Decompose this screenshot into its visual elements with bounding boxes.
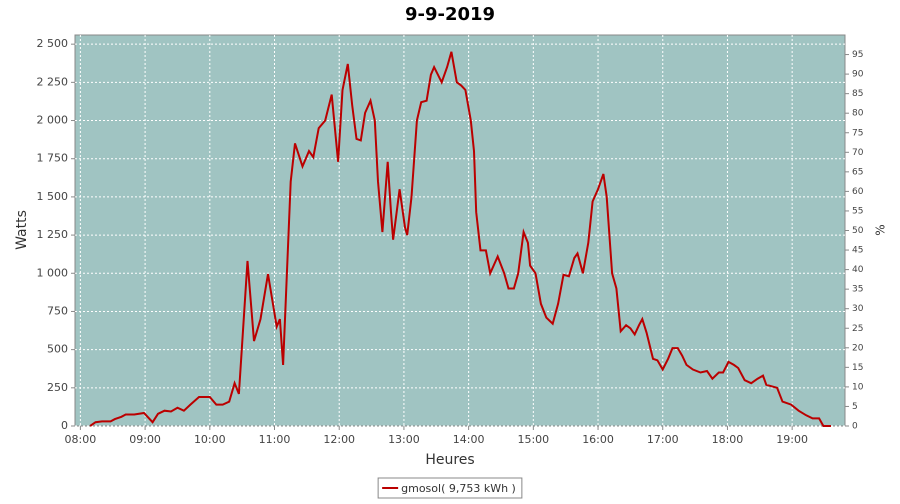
x-tick-label: 13:00 — [388, 433, 420, 446]
y2-tick-label: 85 — [852, 89, 863, 99]
y2-tick-label: 5 — [852, 402, 858, 412]
y-tick-label: 1 000 — [37, 266, 69, 279]
y-tick-label: 1 250 — [37, 228, 69, 241]
y2-tick-label: 60 — [852, 187, 864, 197]
y-axis-label: Watts — [14, 210, 30, 250]
y2-tick-label: 50 — [852, 226, 864, 236]
y2-axis-label: % — [874, 224, 888, 235]
x-tick-label: 19:00 — [776, 433, 808, 446]
y2-tick-label: 75 — [852, 128, 863, 138]
y2-tick-label: 55 — [852, 206, 863, 216]
x-tick-label: 17:00 — [647, 433, 679, 446]
y2-tick-label: 40 — [852, 265, 864, 275]
y2-tick-label: 45 — [852, 246, 863, 256]
y-tick-label: 1 750 — [37, 152, 69, 165]
x-tick-label: 10:00 — [194, 433, 226, 446]
x-tick-label: 11:00 — [259, 433, 291, 446]
y2-tick-label: 35 — [852, 285, 863, 295]
y2-tick-label: 10 — [852, 382, 864, 392]
y2-tick-label: 15 — [852, 363, 863, 373]
y-tick-label: 1 500 — [37, 190, 69, 203]
line — [89, 51, 831, 427]
legend-label: gmosol( 9,753 kWh ) — [401, 482, 516, 495]
y2-tick-label: 30 — [852, 304, 864, 314]
y2-tick-label: 70 — [852, 148, 864, 158]
y-tick-label: 0 — [61, 419, 68, 432]
x-tick-label: 18:00 — [712, 433, 744, 446]
y-tick-label: 750 — [47, 304, 68, 317]
y-tick-label: 2 000 — [37, 114, 69, 127]
y2-tick-label: 95 — [852, 50, 863, 60]
x-tick-label: 08:00 — [65, 433, 97, 446]
x-tick-label: 16:00 — [582, 433, 614, 446]
y2-tick-label: 0 — [852, 422, 858, 432]
plot-area — [74, 34, 846, 427]
y-tick-label: 500 — [47, 343, 68, 356]
y-tick-label: 2 250 — [37, 75, 69, 88]
y2-tick-label: 80 — [852, 109, 864, 119]
y2-tick-label: 25 — [852, 324, 863, 334]
x-tick-label: 12:00 — [323, 433, 355, 446]
x-tick-label: 14:00 — [453, 433, 485, 446]
chart-title: 9-9-2019 — [405, 4, 495, 25]
y-tick-label: 250 — [47, 381, 68, 394]
y-tick-label: 2 500 — [37, 37, 69, 50]
x-axis-label: Heures — [425, 452, 474, 468]
x-tick-label: 15:00 — [517, 433, 549, 446]
y2-tick-label: 20 — [852, 343, 864, 353]
legend-box — [377, 477, 523, 499]
x-tick-label: 09:00 — [129, 433, 161, 446]
y2-tick-label: 65 — [852, 167, 863, 177]
legend: gmosol( 9,753 kWh ) — [377, 477, 523, 499]
y2-tick-label: 90 — [852, 70, 864, 80]
